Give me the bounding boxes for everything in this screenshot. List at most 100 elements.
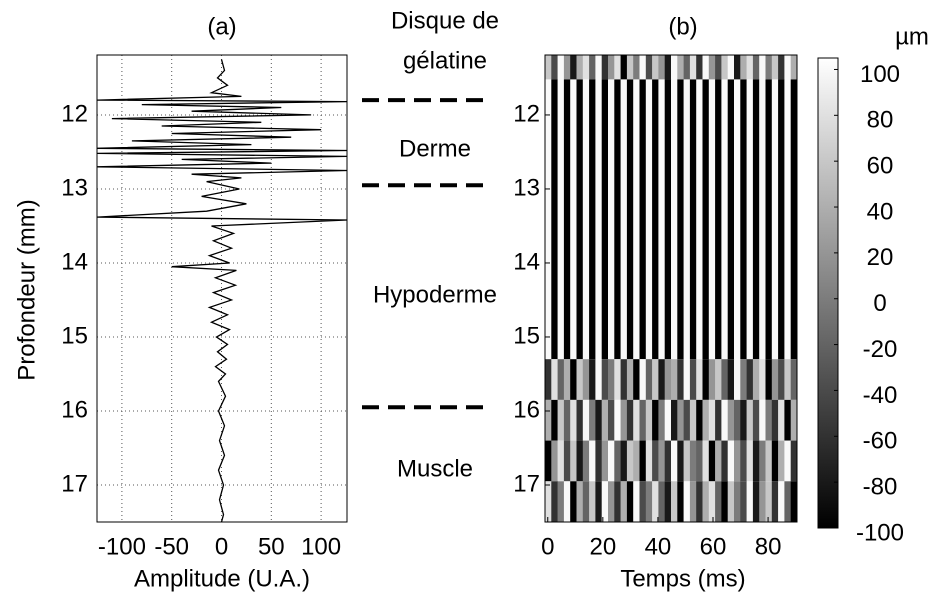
heatmap-cell: [727, 79, 735, 360]
heatmap-cell: [645, 399, 653, 441]
heatmap-cell: [664, 440, 672, 482]
heatmap-cell: [639, 440, 647, 482]
heatmap-cell: [570, 55, 577, 80]
heatmap-cell: [784, 55, 791, 80]
heatmap-cell: [677, 440, 684, 482]
heatmap-cell: [715, 481, 722, 522]
x-tick-label: -50: [154, 533, 189, 560]
heatmap-cell: [626, 440, 634, 482]
y-tick-label: 15: [61, 322, 88, 349]
heatmap-cell: [595, 399, 602, 441]
colorbar-tick-label: -20: [863, 336, 898, 363]
heatmap-cell: [589, 399, 596, 441]
heatmap-cell: [759, 55, 766, 80]
heatmap-cell: [551, 55, 558, 80]
heatmap-cell: [765, 359, 773, 400]
x-tick-label: 20: [589, 533, 616, 560]
heatmap-cell: [608, 440, 615, 482]
heatmap-cell: [671, 79, 678, 360]
heatmap-cell: [696, 55, 703, 80]
heatmap-cell: [589, 359, 596, 400]
heatmap-cell: [570, 399, 577, 441]
heatmap-cell: [620, 359, 628, 400]
heatmap-cell: [652, 440, 659, 482]
heatmap-cell: [765, 79, 773, 360]
heatmap-cell: [671, 399, 678, 441]
heatmap-cell: [677, 359, 684, 400]
heatmap-cell: [677, 55, 684, 80]
y-tick-label: 14: [513, 248, 540, 275]
heatmap-cell: [759, 79, 766, 360]
heatmap-cell: [740, 399, 747, 441]
heatmap-cell: [608, 359, 615, 400]
heatmap-cell: [614, 55, 621, 80]
heatmap-cell: [658, 399, 665, 441]
heatmap-cell: [689, 55, 697, 80]
heatmap-cell: [696, 359, 703, 400]
heatmap-cell: [620, 481, 628, 522]
heatmap-cell: [696, 481, 703, 522]
heatmap-cell: [601, 359, 609, 400]
heatmap-cell: [570, 481, 577, 522]
heatmap-cell: [683, 481, 691, 522]
heatmap-cell: [790, 79, 798, 360]
heatmap-cell: [740, 55, 747, 80]
x-tick-label: 60: [700, 533, 727, 560]
heatmap-cell: [551, 79, 558, 360]
heatmap-cell: [595, 79, 602, 360]
heatmap-cell: [626, 481, 634, 522]
heatmap-cell: [746, 55, 754, 80]
heatmap-cell: [652, 399, 659, 441]
heatmap-cell: [645, 79, 653, 360]
heatmap-cell: [582, 359, 590, 400]
heatmap-cell: [683, 79, 691, 360]
heatmap-cell: [752, 55, 760, 80]
heatmap-cell: [563, 481, 571, 522]
heatmap-cell: [721, 440, 728, 482]
heatmap-cell: [790, 481, 798, 522]
heatmap-cell: [582, 399, 590, 441]
heatmap-cell: [727, 55, 735, 80]
heatmap-cell: [557, 481, 565, 522]
colorbar-tick-label: 60: [867, 153, 894, 180]
colorbar-tick-label: 40: [867, 198, 894, 225]
heatmap-cell: [696, 440, 703, 482]
heatmap-cell: [595, 440, 602, 482]
heatmap-cell: [557, 359, 565, 400]
heatmap-cell: [582, 55, 590, 80]
layer-label: Derme: [399, 135, 471, 162]
heatmap-cell: [752, 481, 760, 522]
heatmap-cell: [570, 440, 577, 482]
heatmap-cell: [771, 440, 779, 482]
heatmap-cell: [727, 481, 735, 522]
heatmap-cell: [614, 440, 621, 482]
heatmap-cell: [702, 440, 710, 482]
heatmap-cell: [626, 359, 634, 400]
x-tick-label: 50: [258, 533, 285, 560]
heatmap-cell: [784, 481, 791, 522]
heatmap-cell: [778, 359, 785, 400]
colorbar-tick-label: -40: [863, 382, 898, 409]
heatmap-cell: [683, 399, 691, 441]
heatmap-cell: [740, 440, 747, 482]
y-tick-label: 13: [61, 174, 88, 201]
x-tick-label: 40: [645, 533, 672, 560]
heatmap-cell: [677, 79, 684, 360]
heatmap-cell: [589, 79, 596, 360]
heatmap-cell: [614, 359, 621, 400]
heatmap-cell: [545, 79, 552, 360]
heatmap-cell: [752, 399, 760, 441]
heatmap-cell: [551, 399, 558, 441]
heatmap-cell: [664, 359, 672, 400]
heatmap-cell: [545, 55, 552, 80]
heatmap-cell: [658, 359, 665, 400]
colorbar-tick-label: 80: [867, 107, 894, 134]
heatmap-cell: [759, 399, 766, 441]
heatmap-cell: [652, 481, 659, 522]
heatmap-cell: [563, 359, 571, 400]
heatmap-cell: [790, 55, 798, 80]
heatmap-cell: [702, 55, 710, 80]
heatmap-cell: [708, 481, 716, 522]
heatmap-cell: [589, 440, 596, 482]
